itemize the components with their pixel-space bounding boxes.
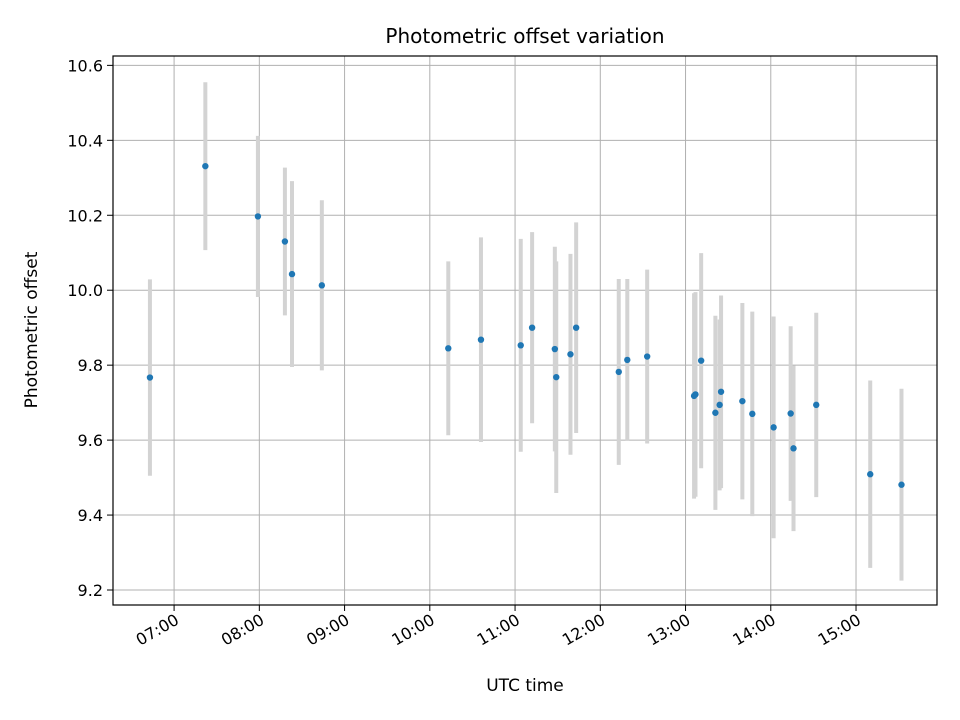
data-point: [749, 410, 756, 418]
data-point: [790, 445, 797, 452]
plot-frame: [112, 55, 938, 606]
data-point: [254, 213, 262, 220]
y-tick-label: 9.4: [78, 506, 103, 525]
y-tick-label: 10.0: [67, 281, 103, 300]
data-point: [202, 162, 209, 170]
data-point: [553, 373, 560, 381]
plot-area: [113, 56, 937, 605]
y-axis-ticks: 9.2 9.4 9.6 9.8 10.0 10.2 10.4 10.6: [67, 56, 113, 600]
data-point: [615, 368, 622, 376]
data-point: [717, 388, 725, 395]
grid: [113, 56, 937, 605]
y-tick-label: 9.6: [78, 431, 103, 450]
data-point: [770, 424, 777, 431]
y-tick-label: 10.6: [67, 56, 103, 75]
data-point: [739, 397, 746, 405]
y-tick-label: 9.2: [78, 581, 103, 600]
data-point: [477, 336, 485, 343]
data-point: [281, 238, 289, 245]
data-point: [288, 270, 296, 278]
data-point: [318, 282, 326, 289]
data-point: [787, 410, 794, 417]
data-point: [712, 409, 719, 416]
y-axis-title: Photometric offset: [22, 251, 42, 408]
data-point: [692, 391, 699, 398]
data-point: [567, 351, 574, 358]
data-point: [572, 324, 580, 331]
data-point: [813, 401, 820, 409]
chart-title: Photometric offset variation: [385, 24, 664, 48]
data-point: [624, 356, 631, 364]
x-axis-title: UTC time: [486, 676, 564, 696]
data-point: [643, 353, 651, 360]
data-point: [551, 345, 559, 353]
data-point: [867, 471, 874, 478]
data-point: [517, 342, 524, 349]
data-point: [146, 374, 154, 381]
y-tick-label: 9.8: [78, 356, 103, 375]
data-point: [528, 324, 536, 331]
data-points: [146, 162, 905, 488]
y-tick-label: 10.2: [67, 206, 103, 225]
data-point: [697, 357, 705, 364]
data-point: [716, 401, 723, 409]
y-tick-label: 10.4: [67, 131, 103, 150]
data-point: [898, 481, 905, 488]
data-point: [445, 345, 452, 352]
